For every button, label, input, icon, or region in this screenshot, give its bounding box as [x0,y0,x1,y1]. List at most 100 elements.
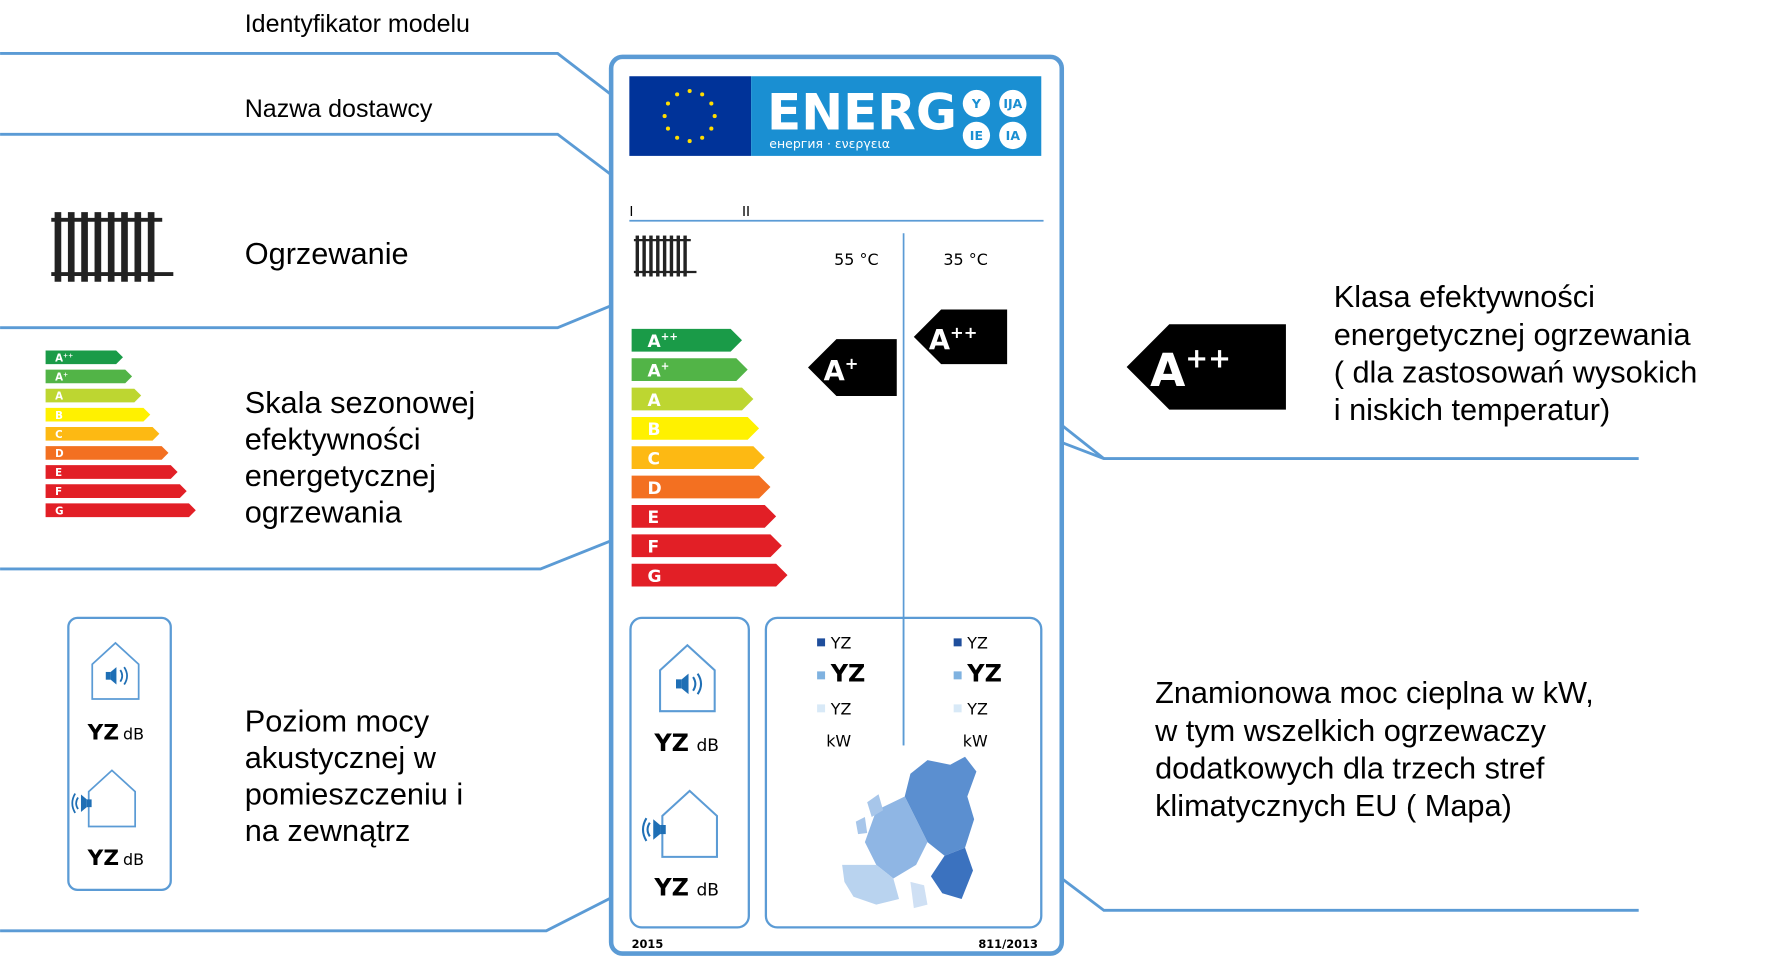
yz: YZ [966,660,1002,688]
class-bar [631,534,782,558]
class-bar [631,387,754,411]
class-label: A++ [1150,344,1231,397]
yz: YZ [966,700,988,719]
path-shape [904,756,977,856]
class-label: G [648,567,662,587]
temp-35: 35 °C [943,250,987,269]
class-label: A [55,391,63,403]
class-label: D [55,448,64,460]
class-letter: E [648,508,660,528]
annotation-scale: Skala sezonowejefektywnościenergetycznej… [245,385,476,529]
zone-square [953,671,962,680]
class-bar [45,426,160,441]
class-label: A [648,391,662,411]
badge-circle [999,89,1027,118]
db: dB [123,850,144,869]
yz: YZ [830,700,852,719]
badge-text: Y [971,96,982,111]
class-letter: A [824,356,845,387]
class-label: B [648,420,661,440]
star [665,126,671,131]
yz: YZ [653,874,689,902]
subtitle: енергия · ενεργεια [769,136,890,151]
class-label: F [55,486,62,498]
yz: YZ [830,634,852,653]
star [712,114,717,119]
badge-text: IJA [1003,96,1022,111]
annotation-line: pomieszczeniu i [245,777,464,812]
annotation-line: i niskich temperatur) [1334,392,1611,427]
class-letter: C [55,429,63,441]
class-label: B [55,410,63,422]
yz: YZ [830,660,866,688]
class-label: C [55,429,63,441]
annotation-heating: Ogrzewanie [245,236,409,271]
europe-map [842,756,977,909]
class-letter: A [55,391,63,403]
star [675,135,680,140]
annotation-line: w tym wszelkich ogrzewaczy [1154,713,1547,748]
rating-arrow [913,309,1008,365]
eu-stars [662,88,717,144]
path-shape [855,794,884,835]
polyline-shape [1008,838,1639,912]
class-letter: G [55,505,63,517]
annotation-line: ( dla zastosowań wysokich [1334,354,1698,389]
annotation-line: energetycznej ogrzewania [1334,317,1692,352]
badge-text: IE [970,128,983,143]
annotation-supplier: Nazwa dostawcy [245,95,433,123]
year: 2015 [632,937,664,951]
zone-square [817,671,826,680]
star [709,101,714,106]
class-sup: ++ [63,352,73,359]
annotation-line: Znamionowa moc cieplna w kW, [1155,675,1594,710]
class-label: A+ [648,361,670,382]
class-letter: A [55,372,63,384]
class-letter: A [648,391,662,411]
class-label: F [648,538,660,558]
sound-panel [629,616,750,929]
badge-circle [962,121,991,150]
class-bar [45,350,123,365]
class-letter: F [55,486,62,498]
class-letter: B [55,410,63,422]
zone-square [953,638,962,647]
badge-circle [999,121,1027,150]
class-sup: + [845,354,859,373]
class-letter: F [648,538,660,558]
class-letter: A [1150,344,1185,397]
annotation-line: Poziom mocy [245,704,430,739]
class-sup: ++ [1185,344,1231,375]
annotation-power: Znamionowa moc cieplna w kW,w tym wszelk… [1154,675,1594,823]
polyline-shape [0,132,635,193]
star [675,92,680,97]
class-bar [45,407,151,422]
class-bar [631,416,760,440]
class-letter: G [648,567,662,587]
class-letter: D [55,448,64,460]
class-letter: B [648,420,661,440]
rating-arrow [808,339,897,396]
polyline-shape [0,287,651,330]
path-shape [910,881,928,909]
class-bar [631,475,771,499]
brand: ENERG [767,84,957,142]
class-bar [631,358,748,381]
class-bar [631,563,788,587]
regulation: 811/2013 [978,937,1037,951]
zone-square [817,638,826,647]
annotation-model-id: Identyfikator modelu [245,10,470,38]
class-label: D [648,479,662,499]
class-bar [631,505,777,528]
yz: YZ [87,721,119,746]
kw: kW [826,731,851,750]
zone-square [817,704,826,713]
class-bar [45,503,196,518]
class-label: A++ [648,331,678,352]
class-label: A++ [929,323,978,356]
class-bar [45,484,187,498]
